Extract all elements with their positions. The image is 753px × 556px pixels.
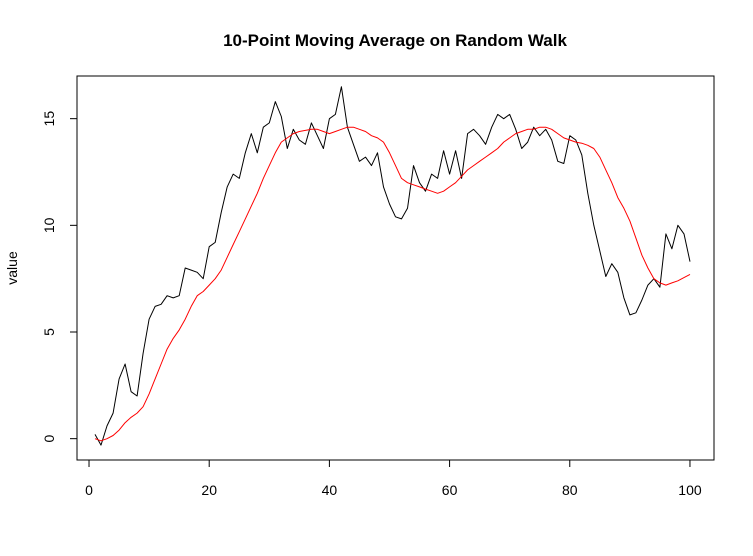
series-line-2 [94,126,691,442]
y-tick-label: 10 [41,217,57,233]
x-tick-label: 20 [201,482,217,498]
series-line-1 [94,86,691,446]
x-tick-label: 80 [562,482,578,498]
y-axis-label: value [4,251,20,285]
y-tick-label: 15 [41,111,57,127]
x-axis: 0 20 40 60 80 100 [85,459,702,498]
plot-frame [76,75,715,461]
x-tick-label: 0 [85,482,93,498]
x-tick-label: 40 [322,482,338,498]
y-tick-label: 0 [41,435,57,443]
x-tick-label: 60 [442,482,458,498]
series-layer [94,86,691,446]
x-tick-label: 100 [678,482,702,498]
y-tick-label: 5 [41,328,57,336]
y-axis: 0 5 10 15 [41,111,78,443]
chart-title: 10-Point Moving Average on Random Walk [223,31,567,50]
